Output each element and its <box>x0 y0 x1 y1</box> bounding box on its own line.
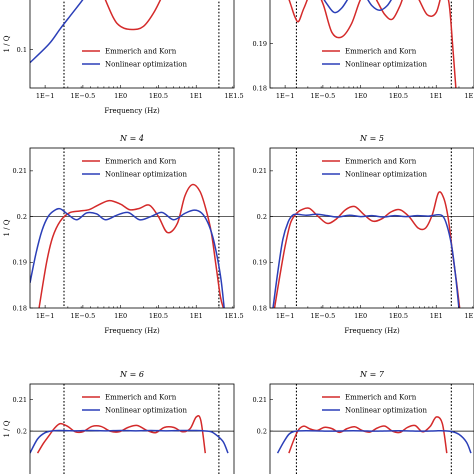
plot-frame <box>269 0 474 89</box>
legend: Emmerich and Korn Nonlinear optimization <box>322 158 427 179</box>
plot-frame <box>269 383 474 474</box>
series-line-nonlinear <box>30 429 229 454</box>
x-tick-label: 1E−0.5 <box>71 92 96 100</box>
plot-area <box>30 384 234 474</box>
y-tick-label: 0.1 <box>17 46 27 54</box>
series-line-emmerich <box>36 415 207 454</box>
legend-label-nonlinear: Nonlinear optimization <box>105 171 187 179</box>
x-tick-label: 1E0.5 <box>149 312 168 320</box>
plot-frame <box>269 147 474 309</box>
y-axis-label: 1 / Q <box>3 219 11 236</box>
x-tick-label: 1E1.5 <box>224 92 243 100</box>
legend-label-nonlinear: Nonlinear optimization <box>105 407 187 415</box>
x-tick-label: 1E0 <box>114 312 127 320</box>
legend-label-emmerich: Emmerich and Korn <box>345 158 417 166</box>
panel-6: 0.2 0.21 N = 7 Emmerich and Korn Nonlinear o… <box>253 370 474 474</box>
legend-label-emmerich: Emmerich and Korn <box>105 48 177 56</box>
panel-title: N = 5 <box>359 134 384 143</box>
y-tick-label: 0.21 <box>13 167 27 175</box>
legend-label-emmerich: Emmerich and Korn <box>105 394 177 402</box>
legend-label-nonlinear: Nonlinear optimization <box>345 171 427 179</box>
x-tick-label: 1E−1 <box>36 312 54 320</box>
legend: Emmerich and Korn Nonlinear optimization <box>82 394 187 415</box>
legend-label-emmerich: Emmerich and Korn <box>345 48 417 56</box>
plot-area <box>30 148 234 308</box>
plot-area <box>288 0 457 88</box>
plot-frame <box>29 0 235 89</box>
x-axis-label: Frequency (Hz) <box>104 327 160 335</box>
x-tick-label: 1E1.5 <box>464 312 474 320</box>
series-line-nonlinear <box>323 0 392 14</box>
x-tick-label: 1E1.5 <box>464 92 474 100</box>
panel-4: 1E−1 1E−0.5 1E0 1E0.5 1E1 1E1.5 0.18 0.19 0.2 0.2… <box>253 134 474 335</box>
legend: Emmerich and Korn Nonlinear optimization <box>82 158 187 179</box>
series-line-nonlinear <box>276 430 472 454</box>
y-tick-label: 0.2 <box>17 427 27 435</box>
x-tick-label: 1E0 <box>354 312 367 320</box>
plot-area <box>30 0 220 88</box>
panel-5: 0.2 0.21 1 / Q N = 6 Emmerich and Korn Nonlin… <box>3 370 235 474</box>
y-tick-label: 0.2 <box>257 427 267 435</box>
x-tick-label: 1E−0.5 <box>71 312 96 320</box>
x-tick-label: 1E0.5 <box>389 92 408 100</box>
y-tick-label: 0.18 <box>253 304 267 312</box>
y-tick-label: 0.21 <box>253 167 267 175</box>
legend: Emmerich and Korn Nonlinear optimization <box>322 394 427 415</box>
legend: Emmerich and Korn Nonlinear optimization <box>82 48 187 69</box>
x-tick-label: 1E0.5 <box>149 92 168 100</box>
x-tick-label: 1E1 <box>190 92 203 100</box>
x-tick-label: 1E1 <box>430 312 443 320</box>
y-axis-label: 1 / Q <box>3 35 11 52</box>
y-tick-label: 0.19 <box>253 40 267 48</box>
series-line-nonlinear <box>272 213 460 308</box>
y-tick-label: 0.21 <box>253 396 267 404</box>
series-line-nonlinear <box>30 0 84 64</box>
x-axis-label: Frequency (Hz) <box>344 327 400 335</box>
x-tick-label: 1E0.5 <box>389 312 408 320</box>
panel-title: N = 7 <box>359 370 385 379</box>
x-tick-label: 1E−1 <box>276 312 294 320</box>
panel-3: 1E−1 1E−0.5 1E0 1E0.5 1E1 1E1.5 0.18 0.19 0.2 0.2… <box>3 134 244 335</box>
y-tick-label: 0.2 <box>257 213 267 221</box>
legend-label-emmerich: Emmerich and Korn <box>345 394 417 402</box>
x-tick-label: 1E1 <box>190 312 203 320</box>
panel-title: N = 6 <box>119 370 144 379</box>
legend: Emmerich and Korn Nonlinear optimization <box>322 48 427 69</box>
x-tick-label: 1E−0.5 <box>311 312 336 320</box>
series-line-emmerich <box>38 183 225 308</box>
panel-title: N = 4 <box>119 134 144 143</box>
panel-2: 1E−1 1E−0.5 1E0 1E0.5 1E1 1E1.5 0.18 0.19 Emmeri… <box>253 0 474 100</box>
legend-label-nonlinear: Nonlinear optimization <box>345 61 427 69</box>
y-tick-label: 0.18 <box>253 84 267 92</box>
x-tick-label: 1E1 <box>430 92 443 100</box>
x-tick-label: 1E0 <box>114 92 127 100</box>
series-line-emmerich <box>288 0 457 88</box>
plot-area <box>270 384 474 474</box>
plot-frame <box>29 383 235 474</box>
panel-1: 1E−1 1E−0.5 1E0 1E0.5 1E1 1E1.5 0.1 Frequency (… <box>3 0 244 115</box>
x-tick-label: 1E−1 <box>36 92 54 100</box>
series-line-nonlinear <box>30 207 225 308</box>
y-axis-label: 1 / Q <box>3 420 11 437</box>
series-line-emmerich <box>273 191 461 308</box>
legend-label-emmerich: Emmerich and Korn <box>105 158 177 166</box>
plot-area <box>270 148 474 308</box>
y-tick-label: 0.21 <box>13 396 27 404</box>
x-tick-label: 1E−0.5 <box>311 92 336 100</box>
x-tick-label: 1E0 <box>354 92 367 100</box>
legend-label-nonlinear: Nonlinear optimization <box>105 61 187 69</box>
y-tick-label: 0.19 <box>13 259 27 267</box>
plot-frame <box>29 147 235 309</box>
y-tick-label: 0.18 <box>13 304 27 312</box>
x-tick-label: 1E−1 <box>276 92 294 100</box>
y-tick-label: 0.2 <box>17 213 27 221</box>
x-tick-label: 1E1.5 <box>224 312 243 320</box>
series-line-emmerich <box>104 0 162 31</box>
series-line-emmerich <box>288 416 448 454</box>
legend-label-nonlinear: Nonlinear optimization <box>345 407 427 415</box>
y-tick-label: 0.19 <box>253 259 267 267</box>
x-axis-label: Frequency (Hz) <box>104 107 160 115</box>
